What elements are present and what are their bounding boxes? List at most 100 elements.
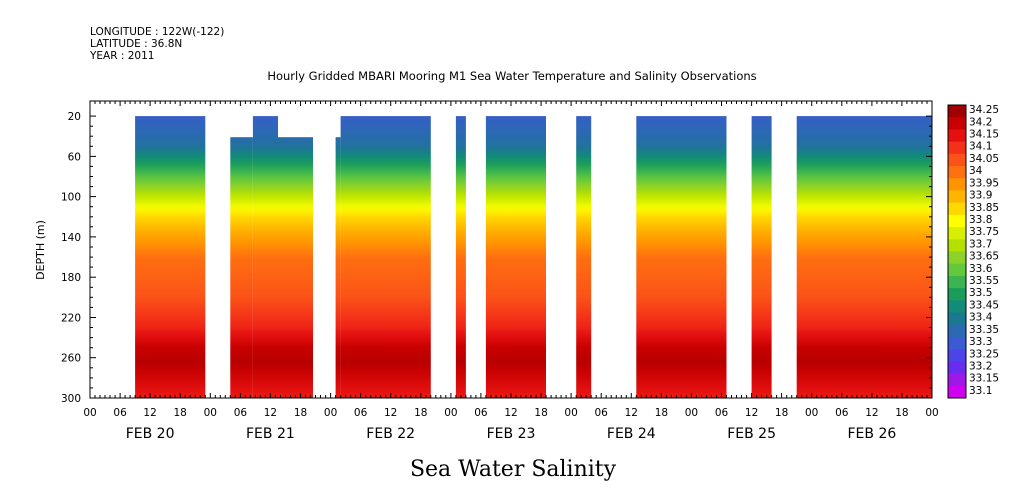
colorbar-swatch: [948, 105, 966, 118]
x-date-label: FEB 21: [246, 426, 295, 442]
y-tick-label: 20: [68, 111, 81, 123]
colorbar-swatch: [948, 178, 966, 191]
colorbar-label: 33.4: [969, 312, 993, 324]
colorbar-swatch: [948, 300, 966, 314]
x-tick-label: 06: [715, 407, 729, 419]
header-latitude: LATITUDE : 36.8N: [90, 38, 182, 50]
colorbar-swatch: [948, 141, 966, 155]
x-tick-label: 00: [805, 407, 818, 419]
data-segment-12: [796, 116, 932, 398]
x-tick-label: 18: [294, 407, 307, 419]
y-tick-label: 140: [61, 232, 81, 244]
colorbar-label: 33.65: [969, 251, 999, 263]
x-date-label: FEB 26: [848, 426, 897, 442]
chart-title: Hourly Gridded MBARI Mooring M1 Sea Wate…: [267, 69, 756, 83]
colorbar-label: 33.35: [969, 324, 999, 336]
colorbar-label: 33.1: [969, 385, 992, 397]
colorbar-swatch: [948, 227, 966, 240]
colorbar-swatch: [948, 361, 966, 375]
colorbar-swatch: [948, 129, 966, 143]
colorbar-swatch: [948, 117, 966, 130]
colorbar-label: 33.55: [969, 275, 999, 287]
data-segment-4: [277, 137, 313, 398]
plot-data-segments: [135, 116, 932, 398]
colorbar-label: 33.9: [969, 190, 992, 202]
data-segment-1: [135, 116, 206, 398]
colorbar-label: 34: [969, 165, 983, 177]
data-segment-2: [230, 137, 253, 398]
x-tick-label: 12: [865, 407, 878, 419]
colorbar-label: 33.85: [969, 202, 999, 214]
colorbar-label: 33.45: [969, 299, 999, 311]
colorbar-swatch: [948, 275, 966, 289]
header-lines: LONGITUDE : 122W(-122) LATITUDE : 36.8N …: [89, 26, 224, 62]
x-tick-label: 12: [625, 407, 638, 419]
colorbar-swatch: [948, 214, 966, 228]
colorbar-label: 33.2: [969, 361, 992, 373]
y-tick-label: 60: [68, 151, 81, 163]
colorbar-swatch: [948, 373, 966, 387]
y-axis-label: DEPTH (m): [34, 220, 47, 280]
x-tick-label: 12: [143, 407, 156, 419]
colorbar-legend: 34.2534.234.1534.134.053433.9533.933.853…: [947, 104, 999, 399]
colorbar-swatch: [948, 251, 966, 265]
x-tick-label: 12: [384, 407, 397, 419]
colorbar-label: 33.75: [969, 226, 999, 238]
y-tick-label: 180: [61, 272, 81, 284]
x-tick-label: 00: [925, 407, 938, 419]
y-tick-label: 100: [61, 192, 81, 204]
x-axis-label: Sea Water Salinity: [410, 457, 617, 482]
data-segment-9: [576, 116, 592, 398]
x-date-label: FEB 25: [727, 426, 776, 442]
x-tick-label: 06: [595, 407, 609, 419]
x-tick-label: 12: [745, 407, 758, 419]
colorbar-swatch: [948, 288, 966, 301]
colorbar-label: 33.15: [969, 373, 999, 385]
x-tick-label: 06: [835, 407, 849, 419]
y-tick-label: 220: [61, 313, 81, 325]
x-date-label: FEB 24: [607, 426, 656, 442]
colorbar-swatch: [948, 385, 966, 399]
colorbar-swatch: [948, 312, 966, 326]
x-tick-label: 12: [504, 407, 517, 419]
x-tick-label: 12: [264, 407, 277, 419]
x-date-label: FEB 20: [126, 426, 175, 442]
colorbar-label: 34.1: [969, 141, 992, 153]
colorbar-label: 34.25: [969, 104, 999, 116]
colorbar-label: 33.8: [969, 214, 992, 226]
colorbar-label: 33.6: [969, 263, 993, 275]
colorbar-swatch: [948, 324, 966, 338]
x-tick-label: 18: [534, 407, 547, 419]
x-tick-label: 18: [414, 407, 427, 419]
colorbar-swatch: [948, 239, 966, 252]
y-tick-label: 300: [61, 393, 81, 405]
colorbar-swatch: [948, 336, 966, 350]
header-longitude: LONGITUDE : 122W(-122): [90, 26, 224, 38]
data-segment-3: [252, 116, 278, 398]
x-tick-label: 00: [564, 407, 577, 419]
colorbar-swatch: [948, 202, 966, 216]
colorbar-label: 33.5: [969, 287, 992, 299]
data-segment-11: [751, 116, 772, 398]
data-segment-8: [485, 116, 546, 398]
colorbar-label: 34.05: [969, 153, 999, 165]
colorbar-label: 34.2: [969, 116, 992, 128]
header-year: YEAR : 2011: [89, 50, 154, 62]
data-segment-5: [335, 137, 341, 398]
x-tick-label: 00: [444, 407, 457, 419]
colorbar-frame: [947, 104, 967, 399]
x-tick-label: 06: [234, 407, 248, 419]
x-date-label: FEB 23: [487, 426, 536, 442]
colorbar-label: 33.7: [969, 238, 992, 250]
x-tick-label: 18: [775, 407, 788, 419]
x-date-label: FEB 22: [366, 426, 415, 442]
colorbar-label: 33.95: [969, 177, 999, 189]
x-tick-label: 18: [655, 407, 668, 419]
colorbar-label: 33.3: [969, 336, 992, 348]
colorbar-swatch: [948, 349, 966, 362]
colorbar-swatch: [948, 263, 966, 277]
x-tick-label: 06: [474, 407, 488, 419]
x-tick-label: 00: [685, 407, 698, 419]
x-tick-label: 18: [174, 407, 187, 419]
x-tick-label: 18: [895, 407, 908, 419]
